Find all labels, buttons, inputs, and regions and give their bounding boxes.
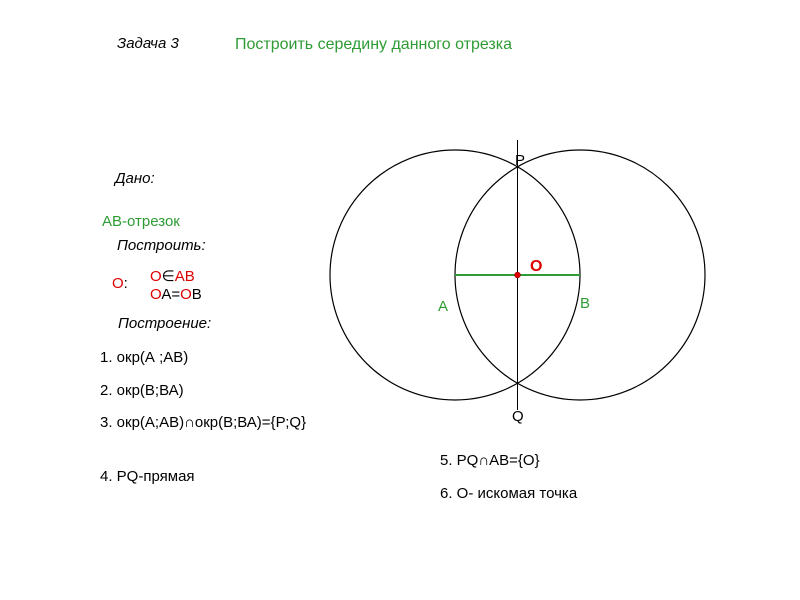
condition-2: ОА=ОВ [150, 286, 202, 303]
step-3: 3. окр(А;АВ)∩окр(В;ВА)={Р;Q} [100, 414, 330, 431]
label-A: А [438, 298, 448, 315]
result-6: 6. О- искомая точка [440, 485, 577, 502]
find-letter: О [112, 275, 124, 292]
label-B: В [580, 295, 590, 312]
step-4: 4. РQ-прямая [100, 468, 195, 485]
construction-diagram [0, 0, 800, 600]
task-title: Построить середину данного отрезка [235, 36, 512, 54]
step-1: 1. окр(А ;АВ) [100, 349, 188, 366]
label-O: О [530, 258, 542, 276]
step-2: 2. окр(В;ВА) [100, 382, 184, 399]
label-P: Р [515, 152, 525, 169]
construction-label: Построение: [118, 315, 211, 332]
find-colon: : [124, 275, 128, 292]
given-label: Дано: [115, 170, 155, 187]
result-5: 5. РQ∩АВ={О} [440, 452, 540, 469]
find-target: О: [112, 275, 128, 292]
construct-label: Построить: [117, 237, 206, 254]
given-text: АВ-отрезок [102, 213, 180, 230]
condition-1: О∈АВ [150, 267, 195, 285]
label-Q: Q [512, 408, 524, 425]
task-label: Задача 3 [117, 35, 179, 52]
